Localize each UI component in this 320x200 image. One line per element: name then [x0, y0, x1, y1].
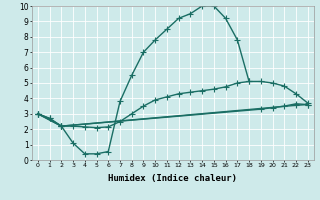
- X-axis label: Humidex (Indice chaleur): Humidex (Indice chaleur): [108, 174, 237, 183]
